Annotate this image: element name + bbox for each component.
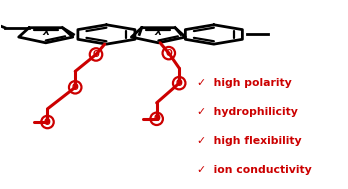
Text: O: O: [72, 83, 79, 92]
Text: ✓  high polarity: ✓ high polarity: [197, 78, 291, 88]
Text: X: X: [42, 29, 49, 37]
Text: O: O: [176, 79, 183, 88]
Text: ✓  hydrophilicity: ✓ hydrophilicity: [197, 107, 298, 117]
Text: X: X: [155, 29, 162, 37]
Text: O: O: [153, 114, 160, 123]
Text: ✓  high flexibility: ✓ high flexibility: [197, 136, 301, 146]
Text: O: O: [44, 118, 51, 126]
Text: O: O: [165, 49, 172, 58]
Text: ✓  ion conductivity: ✓ ion conductivity: [197, 166, 311, 175]
Text: O: O: [93, 50, 100, 59]
